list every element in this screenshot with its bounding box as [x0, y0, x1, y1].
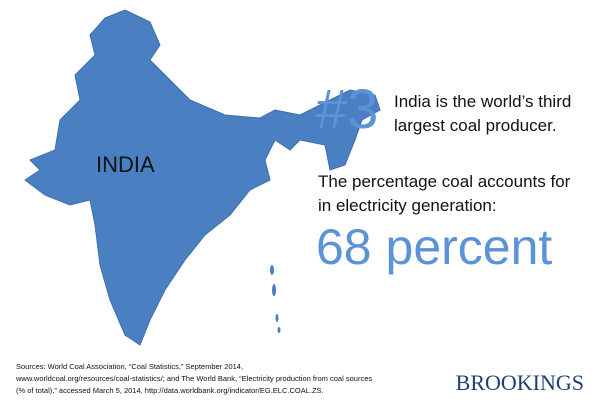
map-label: INDIA — [96, 152, 155, 177]
rank: #3 — [316, 77, 378, 140]
logo: BROOKINGS — [456, 370, 584, 395]
percentage-text: The percentage coal accounts for — [318, 172, 571, 191]
sources: www.worldcoal.org/resources/coal-statist… — [15, 374, 372, 383]
percentage-text: in electricity generation: — [318, 196, 497, 215]
india-map — [24, 9, 381, 346]
sources: (% of total),” accessed March 5, 2014, h… — [16, 386, 324, 395]
sources: Sources: World Coal Association, “Coal S… — [16, 362, 243, 371]
rank-text: largest coal producer. — [394, 116, 557, 135]
percentage-value: 68 percent — [316, 219, 552, 275]
islands — [270, 265, 281, 333]
rank-text: India is the world’s third — [394, 92, 571, 111]
